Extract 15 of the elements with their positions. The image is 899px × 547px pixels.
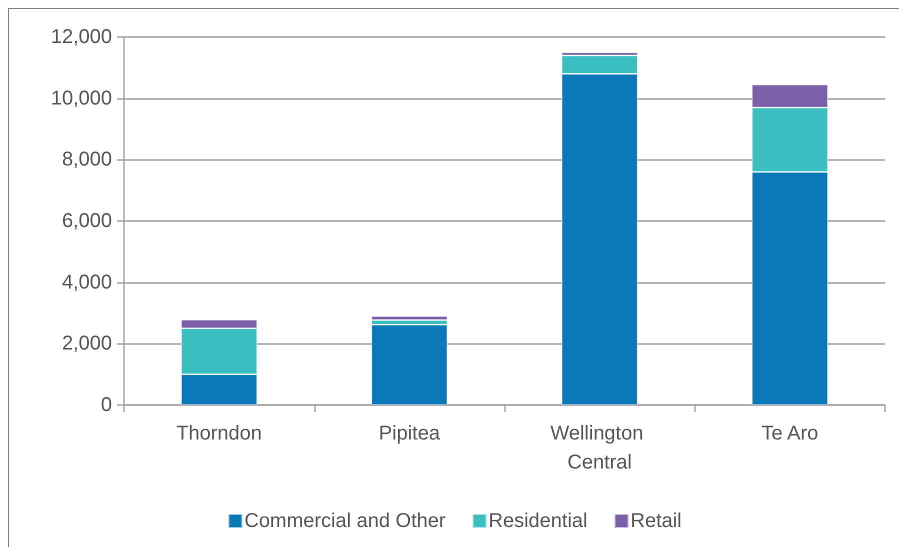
x-tick-label: Thorndon [176,422,262,444]
bar [371,316,448,320]
x-tick-label: Pipitea [378,422,441,444]
y-tick-label: 4,000 [62,271,112,294]
x-tick-label: Te Aro [762,422,818,444]
y-tick-label: 12,000 [50,26,112,48]
y-tick-label: 10,000 [50,87,112,110]
x-tick-label: Wellington Central [550,422,649,474]
y-tick-label: 0 [100,394,112,416]
y-tick-label: 2,000 [62,332,112,355]
y-tick-label: 6,000 [62,210,112,232]
legend-label: Retail [630,510,682,532]
y-tick-label: 8,000 [62,148,112,171]
legend-label: Commercial and Other [244,510,446,532]
legend-label: Residential [488,510,588,532]
